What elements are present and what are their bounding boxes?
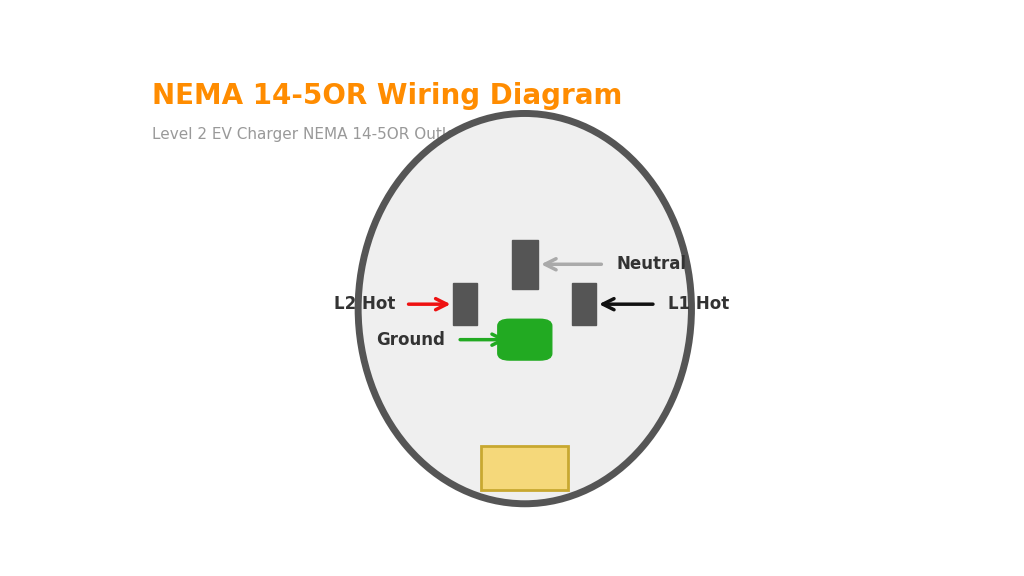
FancyBboxPatch shape [498,319,552,360]
Text: NEMA 14-5OR Wiring Diagram: NEMA 14-5OR Wiring Diagram [152,82,623,111]
Text: L2 Hot: L2 Hot [334,295,395,313]
Text: L1 Hot: L1 Hot [668,295,729,313]
Bar [454,283,477,325]
Text: Neutral: Neutral [616,255,686,273]
Bar [572,283,596,325]
Text: Level 2 EV Charger NEMA 14-5OR Outlet Terminal Wiring: Level 2 EV Charger NEMA 14-5OR Outlet Te… [152,127,585,142]
Text: Ground: Ground [377,331,445,348]
Text: NEMA 14-5OR Outlet: NEMA 14-5OR Outlet [428,144,622,162]
Ellipse shape [358,113,691,504]
Bar [512,240,538,289]
Bar [481,446,568,491]
